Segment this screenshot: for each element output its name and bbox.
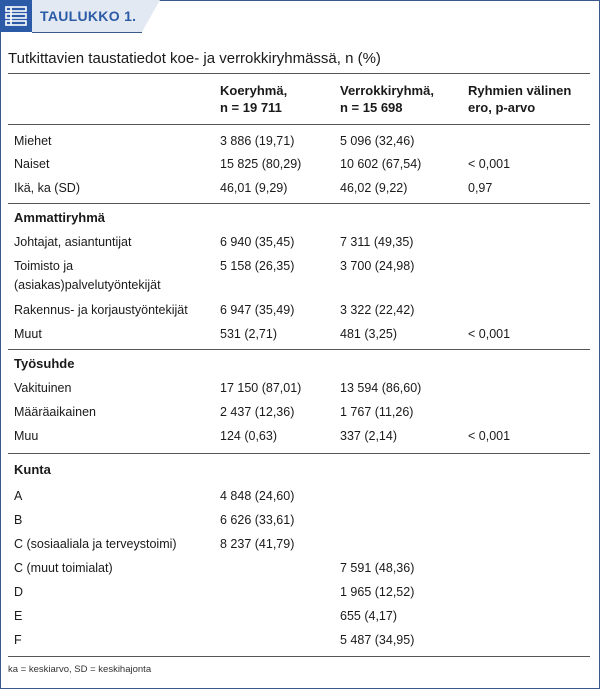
- row-verrokki: 46,02 (9,22): [340, 181, 408, 195]
- row-verrokki: 1 965 (12,52): [340, 585, 415, 599]
- section-rule: [8, 349, 590, 350]
- row-verrokki: 5 096 (32,46): [340, 134, 415, 148]
- header-koe-2: n = 19 711: [220, 100, 282, 115]
- row-verrokki: 1 767 (11,26): [340, 405, 414, 419]
- top-rule: [8, 73, 590, 74]
- row-koe: 6 947 (35,49): [220, 303, 295, 317]
- row-label: Määräaikainen: [14, 405, 96, 419]
- row-label: Muu: [14, 429, 39, 443]
- row-verrokki: 10 602 (67,54): [340, 157, 422, 171]
- row-label: B: [14, 513, 23, 527]
- row-koe: 4 848 (24,60): [220, 489, 295, 503]
- row-koe: 5 158 (26,35): [220, 259, 295, 273]
- row-label: Muut: [14, 327, 42, 341]
- row-p-value: 0,97: [468, 181, 493, 195]
- table-footnote: ka = keskiarvo, SD = keskihajonta: [8, 664, 152, 675]
- row-label: Naiset: [14, 157, 50, 171]
- table-label: TAULUKKO 1.: [40, 8, 137, 24]
- table-header-tab: TAULUKKO 1.: [0, 0, 160, 33]
- row-koe: 2 437 (12,36): [220, 405, 295, 419]
- row-label: F: [14, 633, 22, 647]
- row-verrokki: 655 (4,17): [340, 609, 397, 623]
- row-koe: 531 (2,71): [220, 327, 277, 341]
- row-label: C (muut toimialat): [14, 561, 113, 575]
- row-verrokki: 337 (2,14): [340, 429, 397, 443]
- row-koe: 124 (0,63): [220, 429, 277, 443]
- row-koe: 6 940 (35,45): [220, 235, 295, 249]
- section-heading: Työsuhde: [14, 356, 75, 371]
- row-koe: 6 626 (33,61): [220, 513, 295, 527]
- header-verrokki-1: Verrokkiryhmä,: [340, 83, 434, 98]
- row-koe: 15 825 (80,29): [220, 157, 302, 171]
- row-label: A: [14, 489, 23, 503]
- row-verrokki: 13 594 (86,60): [340, 381, 422, 395]
- row-koe: 8 237 (41,79): [220, 537, 295, 551]
- row-koe: 17 150 (87,01): [220, 381, 302, 395]
- row-verrokki: 3 700 (24,98): [340, 259, 415, 273]
- header-rule: [8, 124, 590, 125]
- table-tab-corner: [142, 0, 160, 32]
- row-label: Johtajat, asiantuntijat: [14, 235, 132, 249]
- row-label: Toimisto ja: [14, 259, 74, 273]
- bottom-rule: [8, 656, 590, 657]
- row-label-continued: (asiakas)palvelutyöntekijät: [14, 278, 161, 292]
- row-label: Rakennus- ja korjaustyöntekijät: [14, 303, 188, 317]
- row-verrokki: 3 322 (22,42): [340, 303, 415, 317]
- row-label: Ikä, ka (SD): [14, 181, 80, 195]
- row-label: C (sosiaaliala ja terveystoimi): [14, 537, 177, 551]
- header-p-2: ero, p-arvo: [468, 100, 536, 115]
- table-list-icon: [0, 0, 32, 32]
- row-verrokki: 5 487 (34,95): [340, 633, 415, 647]
- row-verrokki: 7 311 (49,35): [340, 235, 414, 249]
- table-caption: Tutkittavien taustatiedot koe- ja verrok…: [8, 50, 381, 67]
- row-p-value: < 0,001: [468, 157, 511, 171]
- row-label: D: [14, 585, 24, 599]
- row-verrokki: 481 (3,25): [340, 327, 397, 341]
- section-rule: [8, 203, 590, 204]
- row-koe: 3 886 (19,71): [220, 134, 295, 148]
- section-heading: Ammattiryhmä: [14, 210, 106, 225]
- row-p-value: < 0,001: [468, 327, 511, 341]
- section-heading: Kunta: [14, 462, 51, 477]
- header-verrokki-2: n = 15 698: [340, 100, 403, 115]
- row-label: Vakituinen: [14, 381, 72, 395]
- table-tab-background: [32, 0, 142, 33]
- header-koe-1: Koeryhmä,: [220, 83, 288, 98]
- header-p-1: Ryhmien välinen: [468, 83, 572, 98]
- section-rule: [8, 453, 590, 454]
- row-label: E: [14, 609, 23, 623]
- row-koe: 46,01 (9,29): [220, 181, 288, 195]
- row-label: Miehet: [14, 134, 52, 148]
- row-verrokki: 7 591 (48,36): [340, 561, 415, 575]
- row-p-value: < 0,001: [468, 429, 511, 443]
